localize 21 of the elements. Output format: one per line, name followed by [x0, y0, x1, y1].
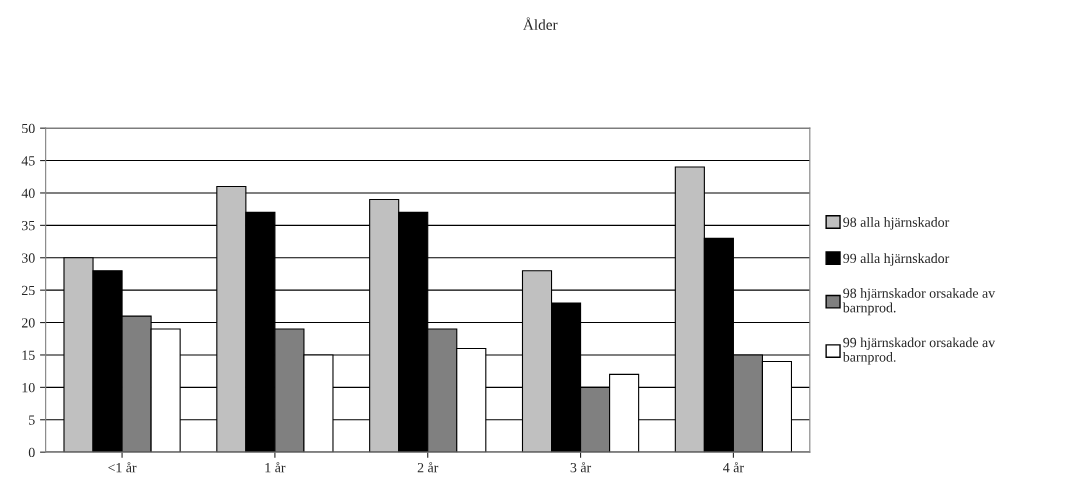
y-tick-label: 0: [28, 447, 35, 458]
legend-label: 99 alla hjärnskador: [843, 253, 950, 266]
y-tick-label: 25: [21, 285, 35, 296]
x-tick-label: 2 år: [417, 462, 439, 473]
y-tick-label: 35: [22, 220, 35, 231]
y-tick-label: 50: [22, 123, 35, 134]
x-tick-label: 1 år: [265, 462, 286, 473]
y-tick-label: 45: [21, 156, 35, 166]
legend-label: 98 alla hjärnskador: [843, 217, 950, 230]
y-tick-label: 15: [22, 350, 35, 360]
x-tick-label: 3 år: [570, 462, 592, 473]
y-tick-label: 20: [21, 318, 35, 328]
y-tick-label: 10: [22, 382, 35, 393]
y-tick-label: 5: [29, 415, 35, 425]
chart-title: Ålder: [523, 17, 558, 30]
legend-label: 99 hjärnskador orsakade av barnprod.: [842, 337, 996, 365]
y-tick-label: 40: [21, 188, 35, 198]
x-tick-label: <1 år: [108, 462, 137, 473]
legend-label: 98 hjärnskador orsakade av barnprod.: [842, 288, 996, 316]
x-tick-label: 4 år: [723, 462, 744, 473]
y-tick-label: 30: [22, 253, 35, 263]
